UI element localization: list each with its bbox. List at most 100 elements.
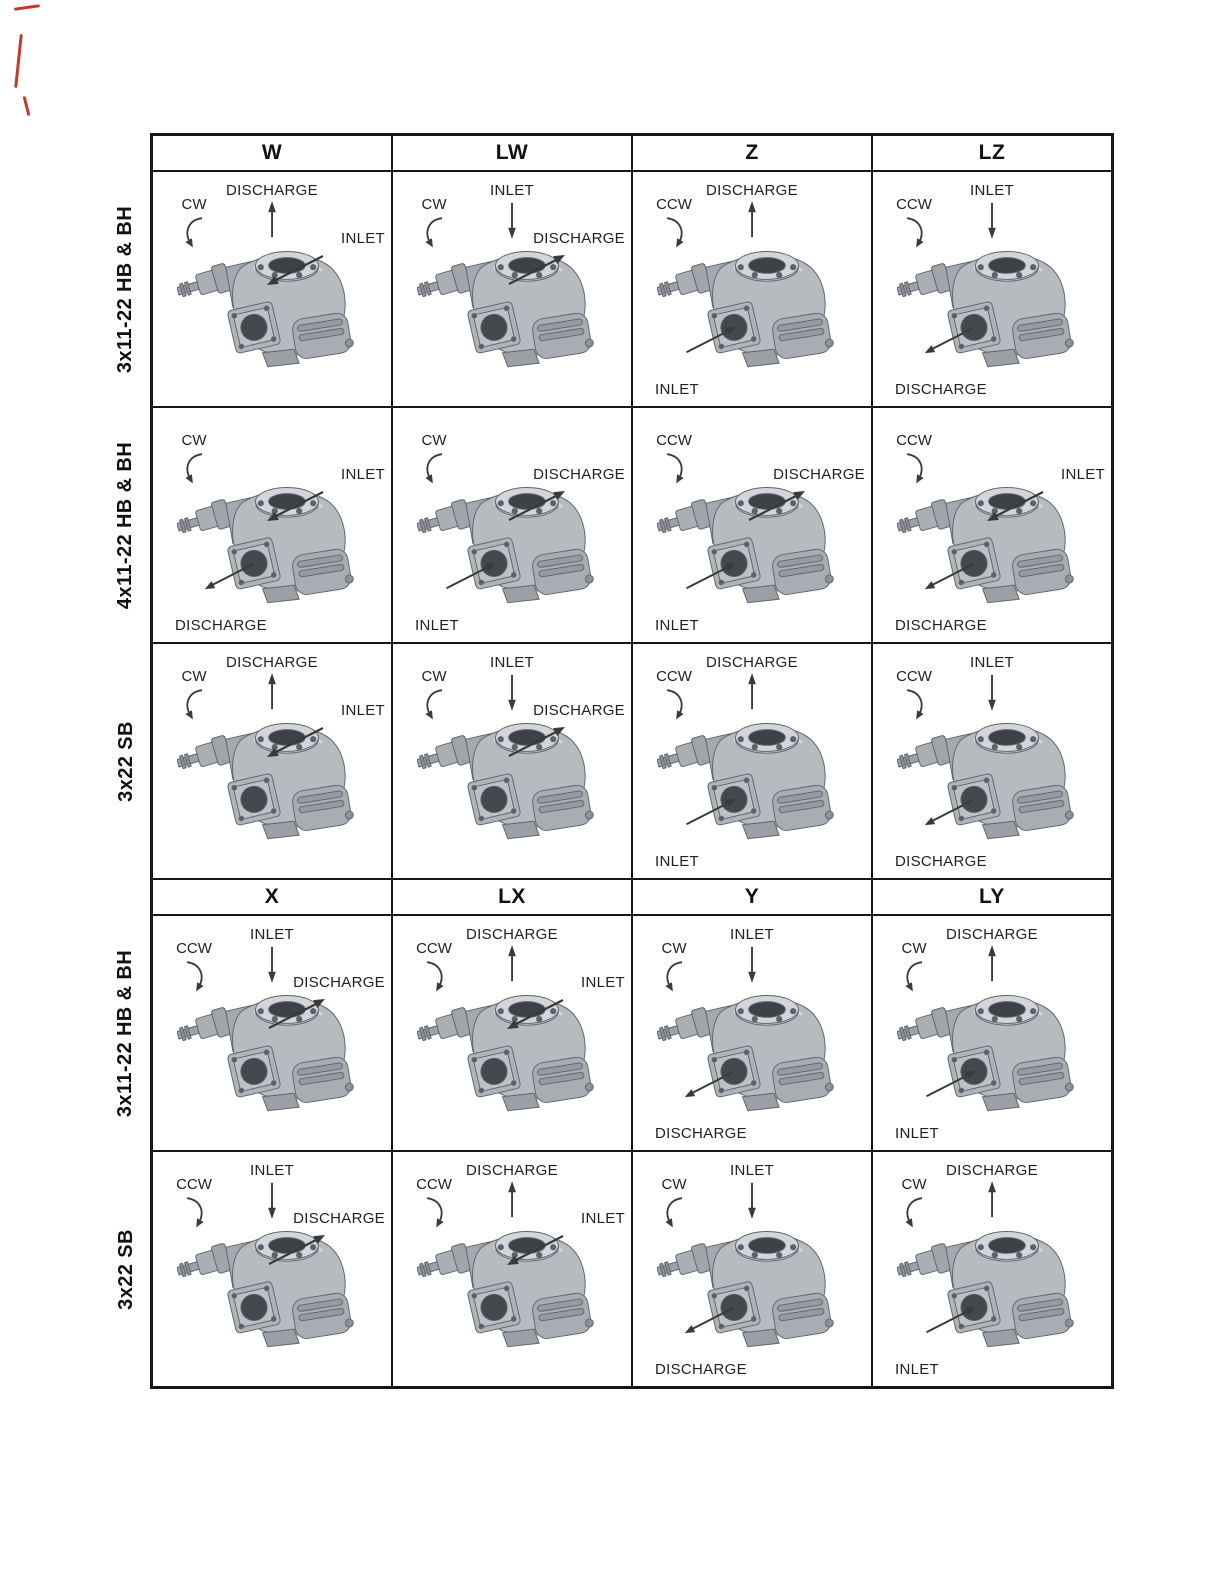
inlet-annotation: INLET	[490, 182, 534, 240]
cw-rotation-arrow-icon	[904, 961, 922, 992]
port-label: DISCHARGE	[533, 230, 625, 247]
row-label: 3x22 SB	[104, 644, 148, 878]
port-label: INLET	[340, 466, 385, 483]
flow-arrow-icon	[686, 798, 736, 826]
discharge-annotation: DISCHARGE	[263, 1210, 385, 1288]
rotation-indicator: CW	[405, 668, 463, 721]
pump-configuration-cell: CCW INLET DISCHARGE	[153, 1152, 391, 1386]
pump-configuration-cell: CW DISCHARGE INLET	[393, 408, 631, 642]
inlet-annotation: INLET	[655, 558, 797, 634]
cw-rotation-arrow-icon	[904, 1197, 922, 1228]
row-label: 3x11-22 HB & BH	[104, 916, 148, 1150]
flow-arrow-icon	[268, 999, 325, 1029]
pump-configuration-cell: CW DISCHARGE INLET	[873, 916, 1111, 1150]
column-header-label: LX	[498, 885, 526, 908]
port-label: INLET	[415, 617, 460, 634]
row-label: 3x22 SB	[104, 1152, 148, 1386]
rotation-indicator: CCW	[405, 940, 463, 993]
port-label: INLET	[489, 654, 535, 671]
column-header-z: Z	[633, 136, 871, 170]
discharge-annotation: DISCHARGE	[503, 702, 625, 780]
rotation-label: CCW	[416, 940, 452, 957]
discharge-annotation: DISCHARGE	[655, 1066, 797, 1142]
rotation-label: CW	[901, 940, 927, 957]
discharge-annotation: DISCHARGE	[895, 794, 1037, 870]
rotation-indicator: CW	[405, 432, 463, 485]
port-label: DISCHARGE	[533, 702, 625, 719]
ccw-rotation-arrow-icon	[666, 217, 684, 248]
column-header-label: Y	[744, 885, 760, 908]
port-label: DISCHARGE	[706, 182, 798, 199]
scan-artifact	[13, 4, 41, 11]
flow-arrow-icon	[204, 562, 255, 590]
flow-arrow-icon	[924, 798, 975, 826]
rotation-label: CCW	[416, 1176, 452, 1193]
pump-configuration-cell: CW INLET DISCHARGE	[393, 172, 631, 406]
port-label: INLET	[580, 1210, 625, 1227]
inlet-annotation: INLET	[970, 182, 1014, 240]
column-header-w: W	[153, 136, 391, 170]
discharge-annotation: DISCHARGE	[706, 182, 798, 240]
inlet-annotation: INLET	[250, 926, 294, 984]
cw-rotation-arrow-icon	[184, 453, 202, 484]
discharge-annotation: DISCHARGE	[743, 466, 865, 544]
port-label: DISCHARGE	[293, 1210, 385, 1227]
discharge-annotation: DISCHARGE	[503, 230, 625, 308]
rotation-indicator: CCW	[885, 196, 943, 249]
discharge-annotation: DISCHARGE	[706, 654, 798, 712]
pump-configuration-cell: CCW DISCHARGE INLET	[393, 916, 631, 1150]
port-label: DISCHARGE	[655, 1361, 747, 1378]
column-header-x: X	[153, 880, 391, 914]
flow-arrow-icon	[686, 562, 736, 590]
rotation-label: CW	[661, 940, 687, 957]
ccw-rotation-arrow-icon	[666, 453, 684, 484]
port-label: DISCHARGE	[293, 974, 385, 991]
port-label: INLET	[895, 1361, 940, 1378]
discharge-annotation: DISCHARGE	[895, 558, 1037, 634]
discharge-annotation: DISCHARGE	[895, 322, 1037, 398]
ccw-rotation-arrow-icon	[666, 689, 684, 720]
port-label: DISCHARGE	[946, 1162, 1038, 1179]
inlet-annotation: INLET	[263, 466, 385, 544]
port-label: DISCHARGE	[226, 654, 318, 671]
rotation-label: CCW	[896, 432, 932, 449]
flow-arrow-icon	[268, 201, 276, 238]
port-label: INLET	[969, 654, 1015, 671]
discharge-annotation: DISCHARGE	[466, 926, 558, 984]
discharge-annotation: DISCHARGE	[655, 1302, 797, 1378]
inlet-annotation: INLET	[250, 1162, 294, 1220]
column-header-y: Y	[633, 880, 871, 914]
column-header-lx: LX	[393, 880, 631, 914]
rotation-label: CW	[901, 1176, 927, 1193]
flow-arrow-icon	[924, 326, 975, 354]
flow-arrow-icon	[267, 727, 324, 757]
column-header-ly: LY	[873, 880, 1111, 914]
flow-arrow-icon	[988, 202, 996, 239]
rotation-indicator: CCW	[405, 1176, 463, 1229]
inlet-annotation: INLET	[983, 466, 1105, 544]
column-header-label: X	[264, 885, 280, 908]
flow-arrow-icon	[988, 945, 996, 982]
discharge-annotation: DISCHARGE	[466, 1162, 558, 1220]
rotation-indicator: CCW	[645, 668, 703, 721]
port-label: INLET	[655, 853, 700, 870]
flow-arrow-icon	[508, 255, 565, 285]
flow-arrow-icon	[508, 945, 516, 982]
port-label: DISCHARGE	[706, 654, 798, 671]
ccw-rotation-arrow-icon	[186, 1197, 204, 1228]
row-label-text: 3x11-22 HB & BH	[114, 205, 137, 373]
rotation-label: CCW	[176, 1176, 212, 1193]
column-header-label: LW	[495, 141, 529, 164]
rotation-indicator: CW	[885, 940, 943, 993]
flow-arrow-icon	[446, 562, 496, 590]
flow-arrow-icon	[686, 326, 736, 354]
rotation-label: CCW	[656, 432, 692, 449]
flow-arrow-icon	[268, 946, 276, 983]
port-label: INLET	[729, 926, 775, 943]
pump-configuration-cell: CCW DISCHARGE INLET	[393, 1152, 631, 1386]
pump-configuration-cell: CCW INLET DISCHARGE	[873, 644, 1111, 878]
inlet-annotation: INLET	[415, 558, 557, 634]
column-header-label: LY	[979, 885, 1005, 908]
rotation-label: CW	[661, 1176, 687, 1193]
ccw-rotation-arrow-icon	[186, 961, 204, 992]
